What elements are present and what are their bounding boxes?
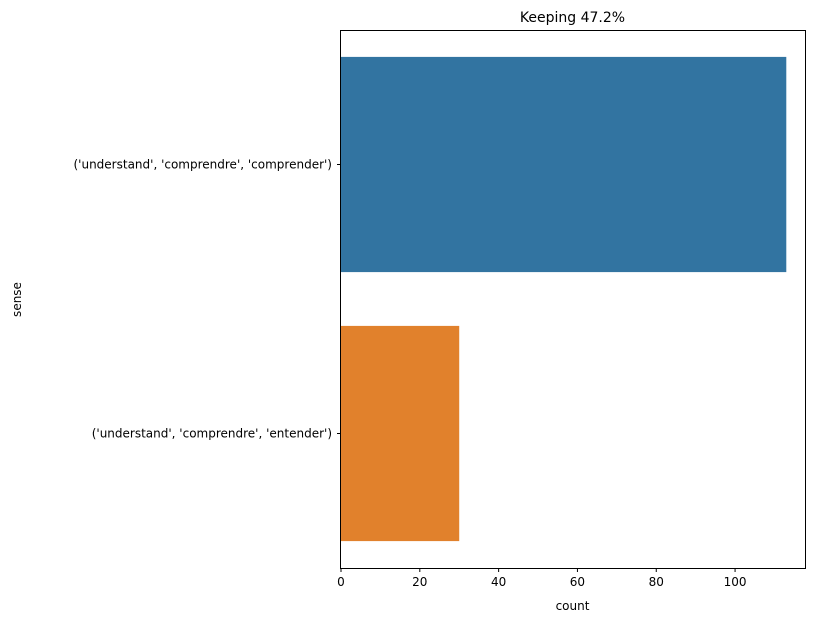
x-tick-label-5: 100 [724, 575, 747, 589]
x-axis-ticks: 0 20 40 60 80 100 [337, 568, 747, 589]
y-axis-ticks: ('understand', 'comprendre', 'comprender… [73, 158, 341, 441]
x-tick-label-2: 40 [491, 575, 506, 589]
y-tick-label-0: ('understand', 'comprendre', 'comprender… [73, 158, 332, 172]
plot-frame [340, 30, 806, 569]
x-tick-label-0: 0 [337, 575, 345, 589]
x-axis-label: count [556, 599, 590, 613]
bar-0 [341, 56, 787, 273]
y-tick-label-1: ('understand', 'comprendre', 'entender') [92, 427, 332, 441]
y-axis-label: sense [10, 282, 24, 317]
bars-group [341, 56, 787, 542]
chart-title: Keeping 47.2% [520, 10, 625, 26]
x-tick-label-4: 80 [649, 575, 664, 589]
bar-1 [341, 325, 460, 542]
x-tick-label-3: 60 [570, 575, 585, 589]
x-tick-label-1: 20 [412, 575, 427, 589]
